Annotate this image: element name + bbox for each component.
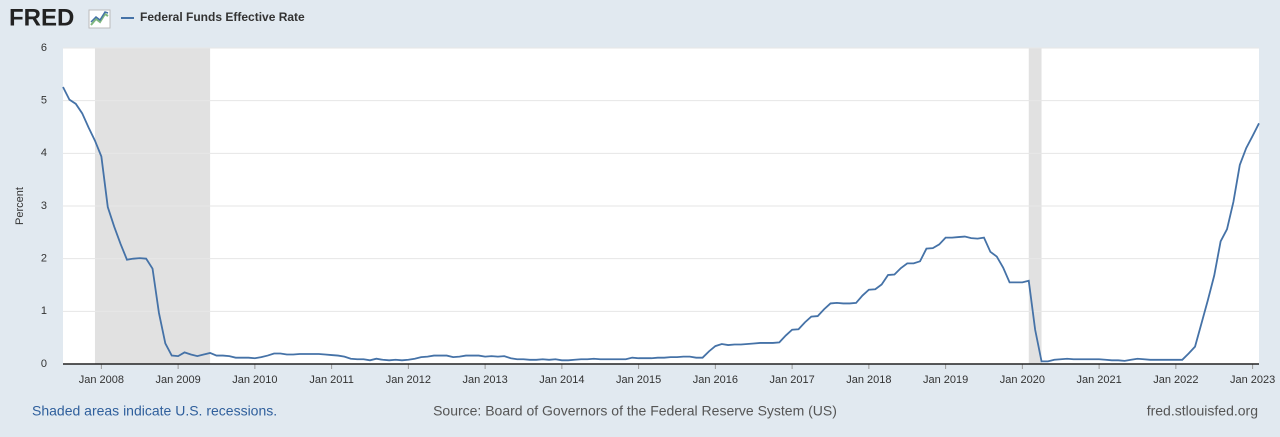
x-tick-label: Jan 2012 (386, 374, 431, 386)
y-tick-label: 4 (41, 147, 47, 159)
x-tick-label: Jan 2016 (693, 374, 738, 386)
y-tick-label: 6 (41, 42, 47, 54)
logo-icon (88, 9, 111, 29)
x-tick-label: Jan 2019 (923, 374, 968, 386)
x-tick-label: Jan 2017 (769, 374, 814, 386)
recession-note[interactable]: Shaded areas indicate U.S. recessions. (32, 403, 277, 419)
y-tick-label: 0 (41, 358, 47, 370)
x-tick-label: Jan 2022 (1153, 374, 1198, 386)
y-tick-label: 5 (41, 95, 47, 107)
legend-label: Federal Funds Effective Rate (140, 10, 305, 24)
logo: FRED (9, 4, 74, 31)
y-tick-label: 3 (41, 200, 47, 212)
x-tick-label: Jan 2020 (1000, 374, 1045, 386)
x-tick-label: Jan 2013 (462, 374, 507, 386)
x-tick-label: Jan 2023 (1230, 374, 1275, 386)
x-tick-label: Jan 2009 (155, 374, 200, 386)
source: Source: Board of Governors of the Federa… (433, 403, 837, 419)
series-line (62, 86, 1260, 363)
y-axis-label: Percent (14, 187, 26, 225)
y-tick-label: 1 (41, 305, 47, 317)
x-tick-label: Jan 2014 (539, 374, 584, 386)
x-tick-label: Jan 2008 (79, 374, 124, 386)
x-tick-label: Jan 2018 (846, 374, 891, 386)
x-tick-label: Jan 2021 (1076, 374, 1121, 386)
x-tick-label: Jan 2015 (616, 374, 661, 386)
x-tick-label: Jan 2011 (309, 374, 353, 386)
site[interactable]: fred.stlouisfed.org (1147, 403, 1258, 419)
x-tick-label: Jan 2010 (232, 374, 277, 386)
y-tick-label: 2 (41, 253, 47, 265)
